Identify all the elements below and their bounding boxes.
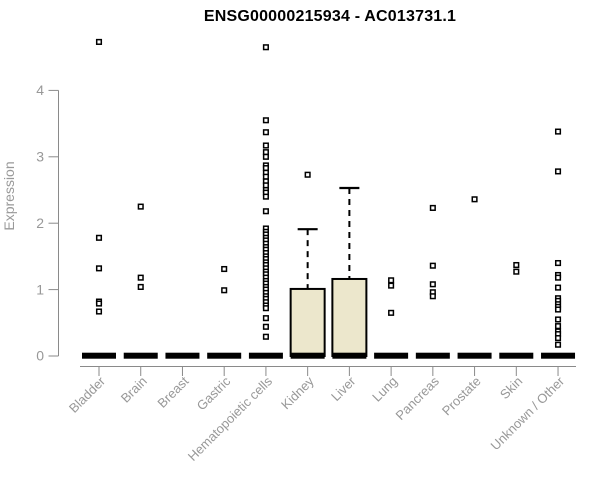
outlier-point bbox=[262, 117, 269, 124]
outlier-point bbox=[262, 315, 269, 322]
median-bar bbox=[457, 352, 492, 359]
box bbox=[289, 287, 326, 358]
median-bar bbox=[123, 352, 158, 359]
outlier-point bbox=[388, 277, 395, 284]
outlier-point bbox=[262, 333, 269, 340]
median-bar bbox=[290, 352, 325, 359]
outlier-point bbox=[95, 265, 103, 272]
x-category-label: Brain bbox=[118, 374, 150, 406]
outlier-point bbox=[554, 274, 562, 281]
chart-title: ENSG00000215934 - AC013731.1 bbox=[203, 8, 457, 25]
outlier-point bbox=[221, 265, 228, 273]
median-bar bbox=[82, 352, 116, 359]
median-bar bbox=[541, 352, 576, 359]
y-tick-label: 3 bbox=[36, 149, 44, 165]
median-bar bbox=[248, 352, 283, 359]
median-bar bbox=[415, 352, 450, 359]
median-bar bbox=[499, 352, 534, 359]
outlier-point bbox=[471, 196, 478, 203]
x-category-label: Unknown / Other bbox=[488, 373, 568, 453]
outlier-point bbox=[95, 234, 103, 241]
x-category-label: Lung bbox=[369, 374, 400, 405]
outlier-point bbox=[554, 335, 562, 342]
x-category-label: Skin bbox=[497, 374, 525, 402]
outlier-point bbox=[554, 306, 562, 313]
outlier-point bbox=[554, 259, 562, 267]
outlier-point bbox=[554, 316, 562, 323]
outlier-point bbox=[262, 323, 269, 330]
x-category-label: Gastric bbox=[194, 373, 234, 413]
median-bar bbox=[207, 352, 242, 359]
outlier-point bbox=[262, 129, 269, 136]
outlier-point bbox=[137, 203, 144, 210]
outlier-point bbox=[554, 168, 562, 175]
outlier-point bbox=[429, 262, 436, 269]
x-category-label: Liver bbox=[328, 373, 359, 404]
outlier-point bbox=[262, 305, 269, 312]
outlier-point bbox=[262, 208, 269, 215]
outlier-point bbox=[262, 153, 269, 160]
x-category-label: Bladder bbox=[66, 373, 109, 416]
outlier-point bbox=[262, 142, 269, 149]
y-tick-label: 2 bbox=[36, 215, 44, 231]
outlier-point bbox=[513, 261, 520, 269]
outlier-point bbox=[221, 287, 228, 294]
x-category-label: Pancreas bbox=[393, 373, 443, 423]
outlier-point bbox=[137, 274, 144, 281]
outlier-point bbox=[388, 309, 395, 316]
outlier-point bbox=[429, 204, 436, 211]
outlier-point bbox=[429, 281, 436, 288]
outlier-point bbox=[513, 268, 520, 275]
outlier-point bbox=[554, 323, 562, 330]
outlier-point bbox=[304, 171, 311, 178]
outlier-point bbox=[554, 128, 562, 135]
median-bar bbox=[374, 352, 409, 359]
box bbox=[331, 277, 368, 358]
outlier-point bbox=[262, 193, 269, 200]
outlier-point bbox=[137, 283, 144, 290]
x-category-label: Prostate bbox=[439, 374, 484, 419]
x-category-label: Breast bbox=[154, 373, 191, 410]
median-bar bbox=[165, 352, 200, 359]
y-tick-label: 0 bbox=[36, 348, 44, 364]
outlier-point bbox=[262, 44, 269, 51]
outlier-point bbox=[95, 38, 103, 45]
outlier-point bbox=[95, 300, 103, 307]
y-tick-label: 1 bbox=[36, 281, 44, 297]
median-bar bbox=[332, 352, 367, 359]
outlier-point bbox=[554, 341, 562, 348]
outlier-point bbox=[95, 308, 103, 315]
y-tick-label: 4 bbox=[36, 82, 44, 98]
outlier-point bbox=[388, 282, 395, 289]
outlier-point bbox=[429, 293, 436, 300]
x-category-label: Kidney bbox=[278, 373, 317, 412]
outlier-point bbox=[554, 284, 562, 291]
